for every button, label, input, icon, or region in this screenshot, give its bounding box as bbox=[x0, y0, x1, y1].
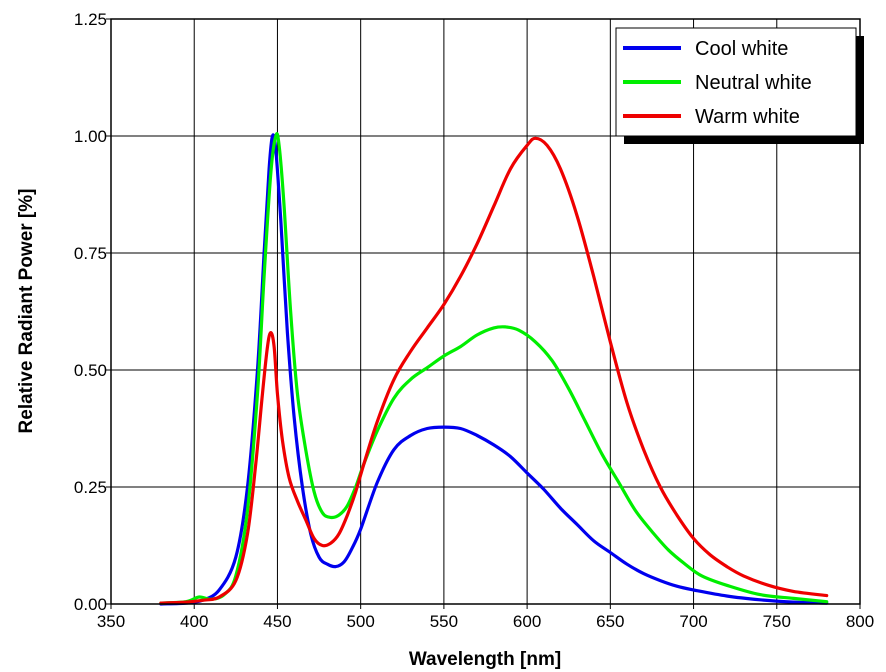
series-line-warm-white bbox=[159, 136, 829, 605]
x-tick-label: 400 bbox=[180, 612, 208, 631]
y-tick-label: 0.25 bbox=[74, 478, 107, 497]
y-tick-label: 1.25 bbox=[74, 10, 107, 29]
y-tick-label: 0.00 bbox=[74, 595, 107, 614]
legend-label-neutral-white: Neutral white bbox=[695, 72, 812, 94]
x-tick-label: 650 bbox=[596, 612, 624, 631]
legend-label-warm-white: Warm white bbox=[695, 106, 800, 128]
y-axis-title: Relative Radiant Power [%] bbox=[16, 189, 37, 434]
x-tick-label: 500 bbox=[346, 612, 374, 631]
x-tick-labels: 350 400 450 500 550 600 650 700 750 800 bbox=[97, 612, 874, 631]
x-axis-title: Wavelength [nm] bbox=[409, 649, 561, 670]
x-tick-label: 350 bbox=[97, 612, 125, 631]
x-tick-label: 450 bbox=[263, 612, 291, 631]
x-tick-label: 750 bbox=[763, 612, 791, 631]
legend-label-cool-white: Cool white bbox=[695, 38, 788, 60]
plot-frame bbox=[110, 18, 861, 605]
series-group bbox=[159, 132, 829, 606]
y-tick-label: 0.75 bbox=[74, 244, 107, 263]
y-tick-labels: 0.00 0.25 0.50 0.75 1.00 1.25 bbox=[74, 10, 107, 614]
series-line-neutral-white bbox=[159, 132, 829, 605]
y-tick-label: 0.50 bbox=[74, 361, 107, 380]
y-tick-label: 1.00 bbox=[74, 127, 107, 146]
x-tick-label: 700 bbox=[679, 612, 707, 631]
x-tick-label: 800 bbox=[846, 612, 874, 631]
legend: Cool white Neutral white Warm white bbox=[615, 27, 864, 144]
x-tick-label: 600 bbox=[513, 612, 541, 631]
x-tick-label: 550 bbox=[430, 612, 458, 631]
